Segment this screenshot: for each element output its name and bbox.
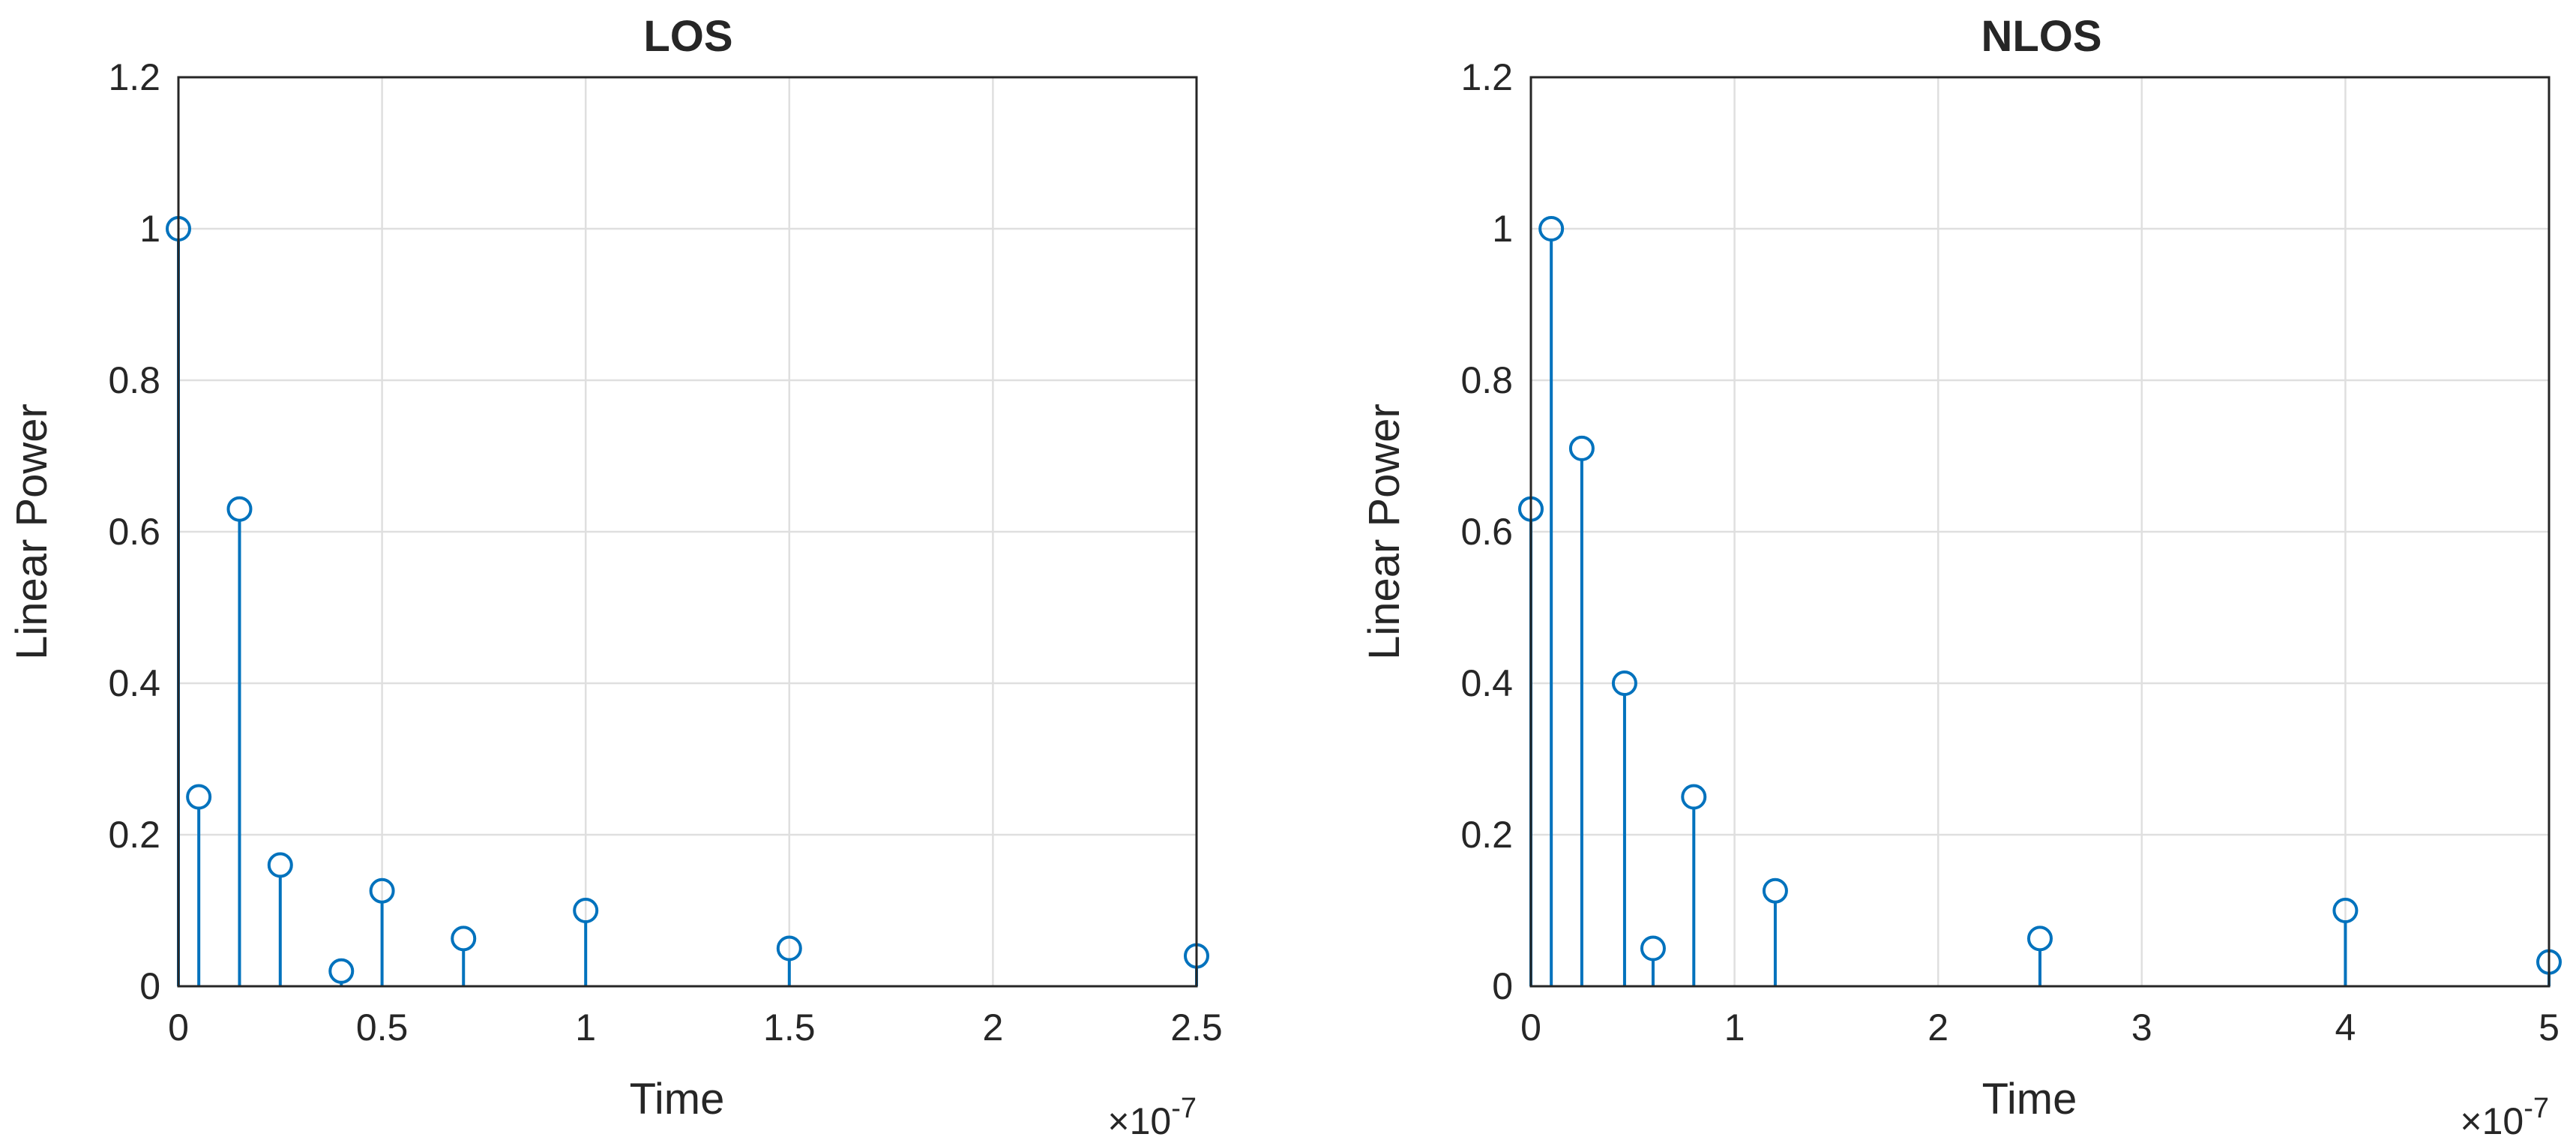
nlos-x-tick-labels: 0 1 2 3 4 5 xyxy=(1520,1006,2560,1048)
los-panel: LOS 0 0.2 0.4 0.6 0.8 1 1.2 0 0.5 1 1.5 2 2.5 Linea… xyxy=(7,12,1223,1140)
nlos-y-tick-label: 1.2 xyxy=(1460,56,1513,98)
los-x-tick-labels: 0 0.5 1 1.5 2 2.5 xyxy=(168,1006,1223,1048)
nlos-x-tick-label: 3 xyxy=(2131,1006,2152,1048)
los-stem-marker xyxy=(776,935,802,962)
nlos-panel: NLOS 0 0.2 0.4 0.6 0.8 1 1.2 0 1 2 3 4 5 Linear Pow… xyxy=(1360,12,2562,1140)
nlos-stem-marker xyxy=(2332,898,2359,923)
nlos-gridlines xyxy=(1531,77,2549,986)
nlos-axes-box xyxy=(1529,76,2551,988)
los-y-tick-labels: 0 0.2 0.4 0.6 0.8 1 1.2 xyxy=(108,56,160,1007)
los-stem-marker xyxy=(451,926,477,952)
nlos-y-tick-label: 0 xyxy=(1492,965,1513,1007)
nlos-y-tick-labels: 0 0.2 0.4 0.6 0.8 1 1.2 xyxy=(1460,56,1513,1007)
nlos-x-tick-label: 0 xyxy=(1520,1006,1541,1048)
los-stem-marker xyxy=(226,496,253,522)
nlos-stem-marker xyxy=(2027,926,2053,952)
los-x-axis-label: Time xyxy=(630,1075,725,1124)
los-stem-marker xyxy=(267,852,293,878)
nlos-y-axis-label: Linear Power xyxy=(1360,404,1409,660)
nlos-x-tick-label: 5 xyxy=(2539,1006,2560,1048)
los-stem-marker xyxy=(369,878,395,904)
nlos-x-tick-label: 1 xyxy=(1724,1006,1745,1048)
los-y-tick-label: 0.2 xyxy=(108,814,160,856)
nlos-x-exponent: ×10-7 xyxy=(2460,1093,2549,1140)
nlos-title: NLOS xyxy=(1981,12,2101,61)
los-y-axis-label: Linear Power xyxy=(7,404,56,660)
nlos-stem-marker xyxy=(1538,216,1565,242)
los-x-tick-label: 0.5 xyxy=(356,1006,409,1048)
los-x-tick-label: 2.5 xyxy=(1170,1006,1223,1048)
los-y-tick-label: 0.8 xyxy=(108,359,160,401)
los-stem-marker xyxy=(186,784,212,810)
nlos-stem-marker xyxy=(1611,670,1637,696)
nlos-x-tick-label: 4 xyxy=(2335,1006,2356,1048)
nlos-x-tick-label: 2 xyxy=(1928,1006,1948,1048)
los-y-tick-label: 0.6 xyxy=(108,511,160,553)
los-gridlines xyxy=(178,77,1197,986)
los-x-tick-label: 2 xyxy=(982,1006,1003,1048)
los-y-tick-label: 0 xyxy=(139,965,160,1007)
nlos-y-tick-label: 0.6 xyxy=(1460,511,1513,553)
nlos-x-axis-label: Time xyxy=(1982,1075,2077,1124)
los-y-tick-label: 0.4 xyxy=(108,662,160,704)
los-stem-marker xyxy=(328,958,355,984)
nlos-y-tick-label: 0.4 xyxy=(1460,662,1513,704)
los-x-tick-label: 0 xyxy=(168,1006,189,1048)
nlos-y-tick-label: 0.2 xyxy=(1460,814,1513,856)
los-x-tick-label: 1 xyxy=(575,1006,596,1048)
nlos-stem-marker xyxy=(1640,935,1666,962)
los-x-tick-label: 1.5 xyxy=(763,1006,816,1048)
nlos-stem-marker xyxy=(1568,435,1595,461)
los-x-exponent: ×10-7 xyxy=(1107,1093,1197,1140)
los-y-tick-label: 1.2 xyxy=(108,56,160,98)
los-stems xyxy=(166,216,1209,986)
los-axes-box xyxy=(177,76,1198,988)
nlos-stem-marker xyxy=(1762,878,1788,904)
nlos-y-tick-label: 0.8 xyxy=(1460,359,1513,401)
los-stem-marker xyxy=(573,898,599,923)
los-y-tick-label: 1 xyxy=(139,208,160,250)
nlos-stem-marker xyxy=(1681,784,1707,810)
los-title: LOS xyxy=(643,12,732,61)
nlos-stems xyxy=(1518,216,2562,986)
nlos-y-tick-label: 1 xyxy=(1492,208,1513,250)
